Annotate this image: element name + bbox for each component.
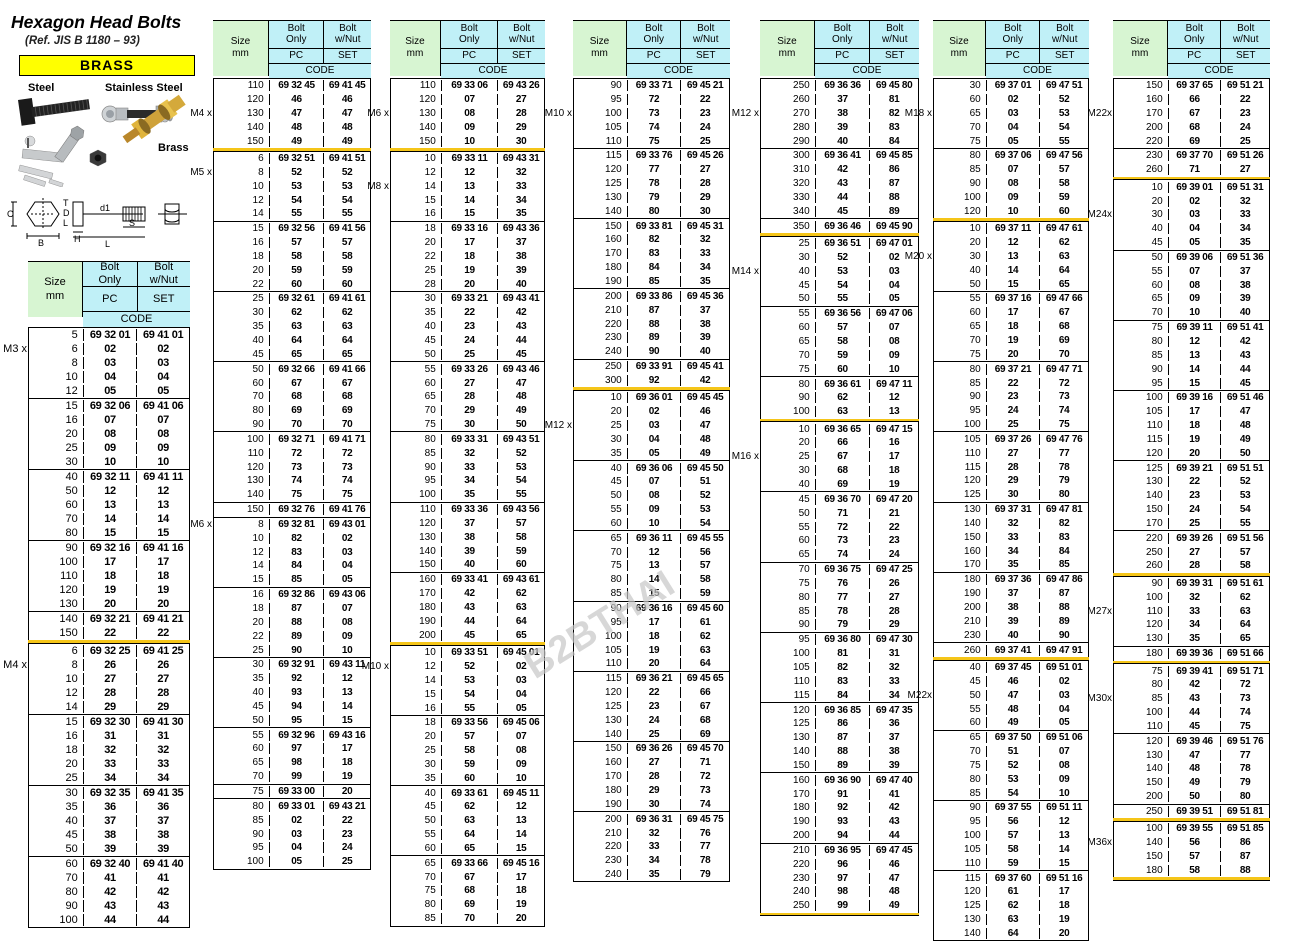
svg-text:T: T — [63, 198, 69, 208]
svg-text:B: B — [38, 238, 44, 248]
svg-text:L: L — [63, 218, 68, 228]
svg-text:H: H — [74, 234, 81, 244]
svg-text:S: S — [129, 218, 135, 228]
svg-text:d1: d1 — [100, 203, 110, 213]
svg-text:L: L — [105, 239, 110, 249]
svg-text:C: C — [7, 209, 14, 219]
svg-text:D: D — [63, 208, 70, 218]
